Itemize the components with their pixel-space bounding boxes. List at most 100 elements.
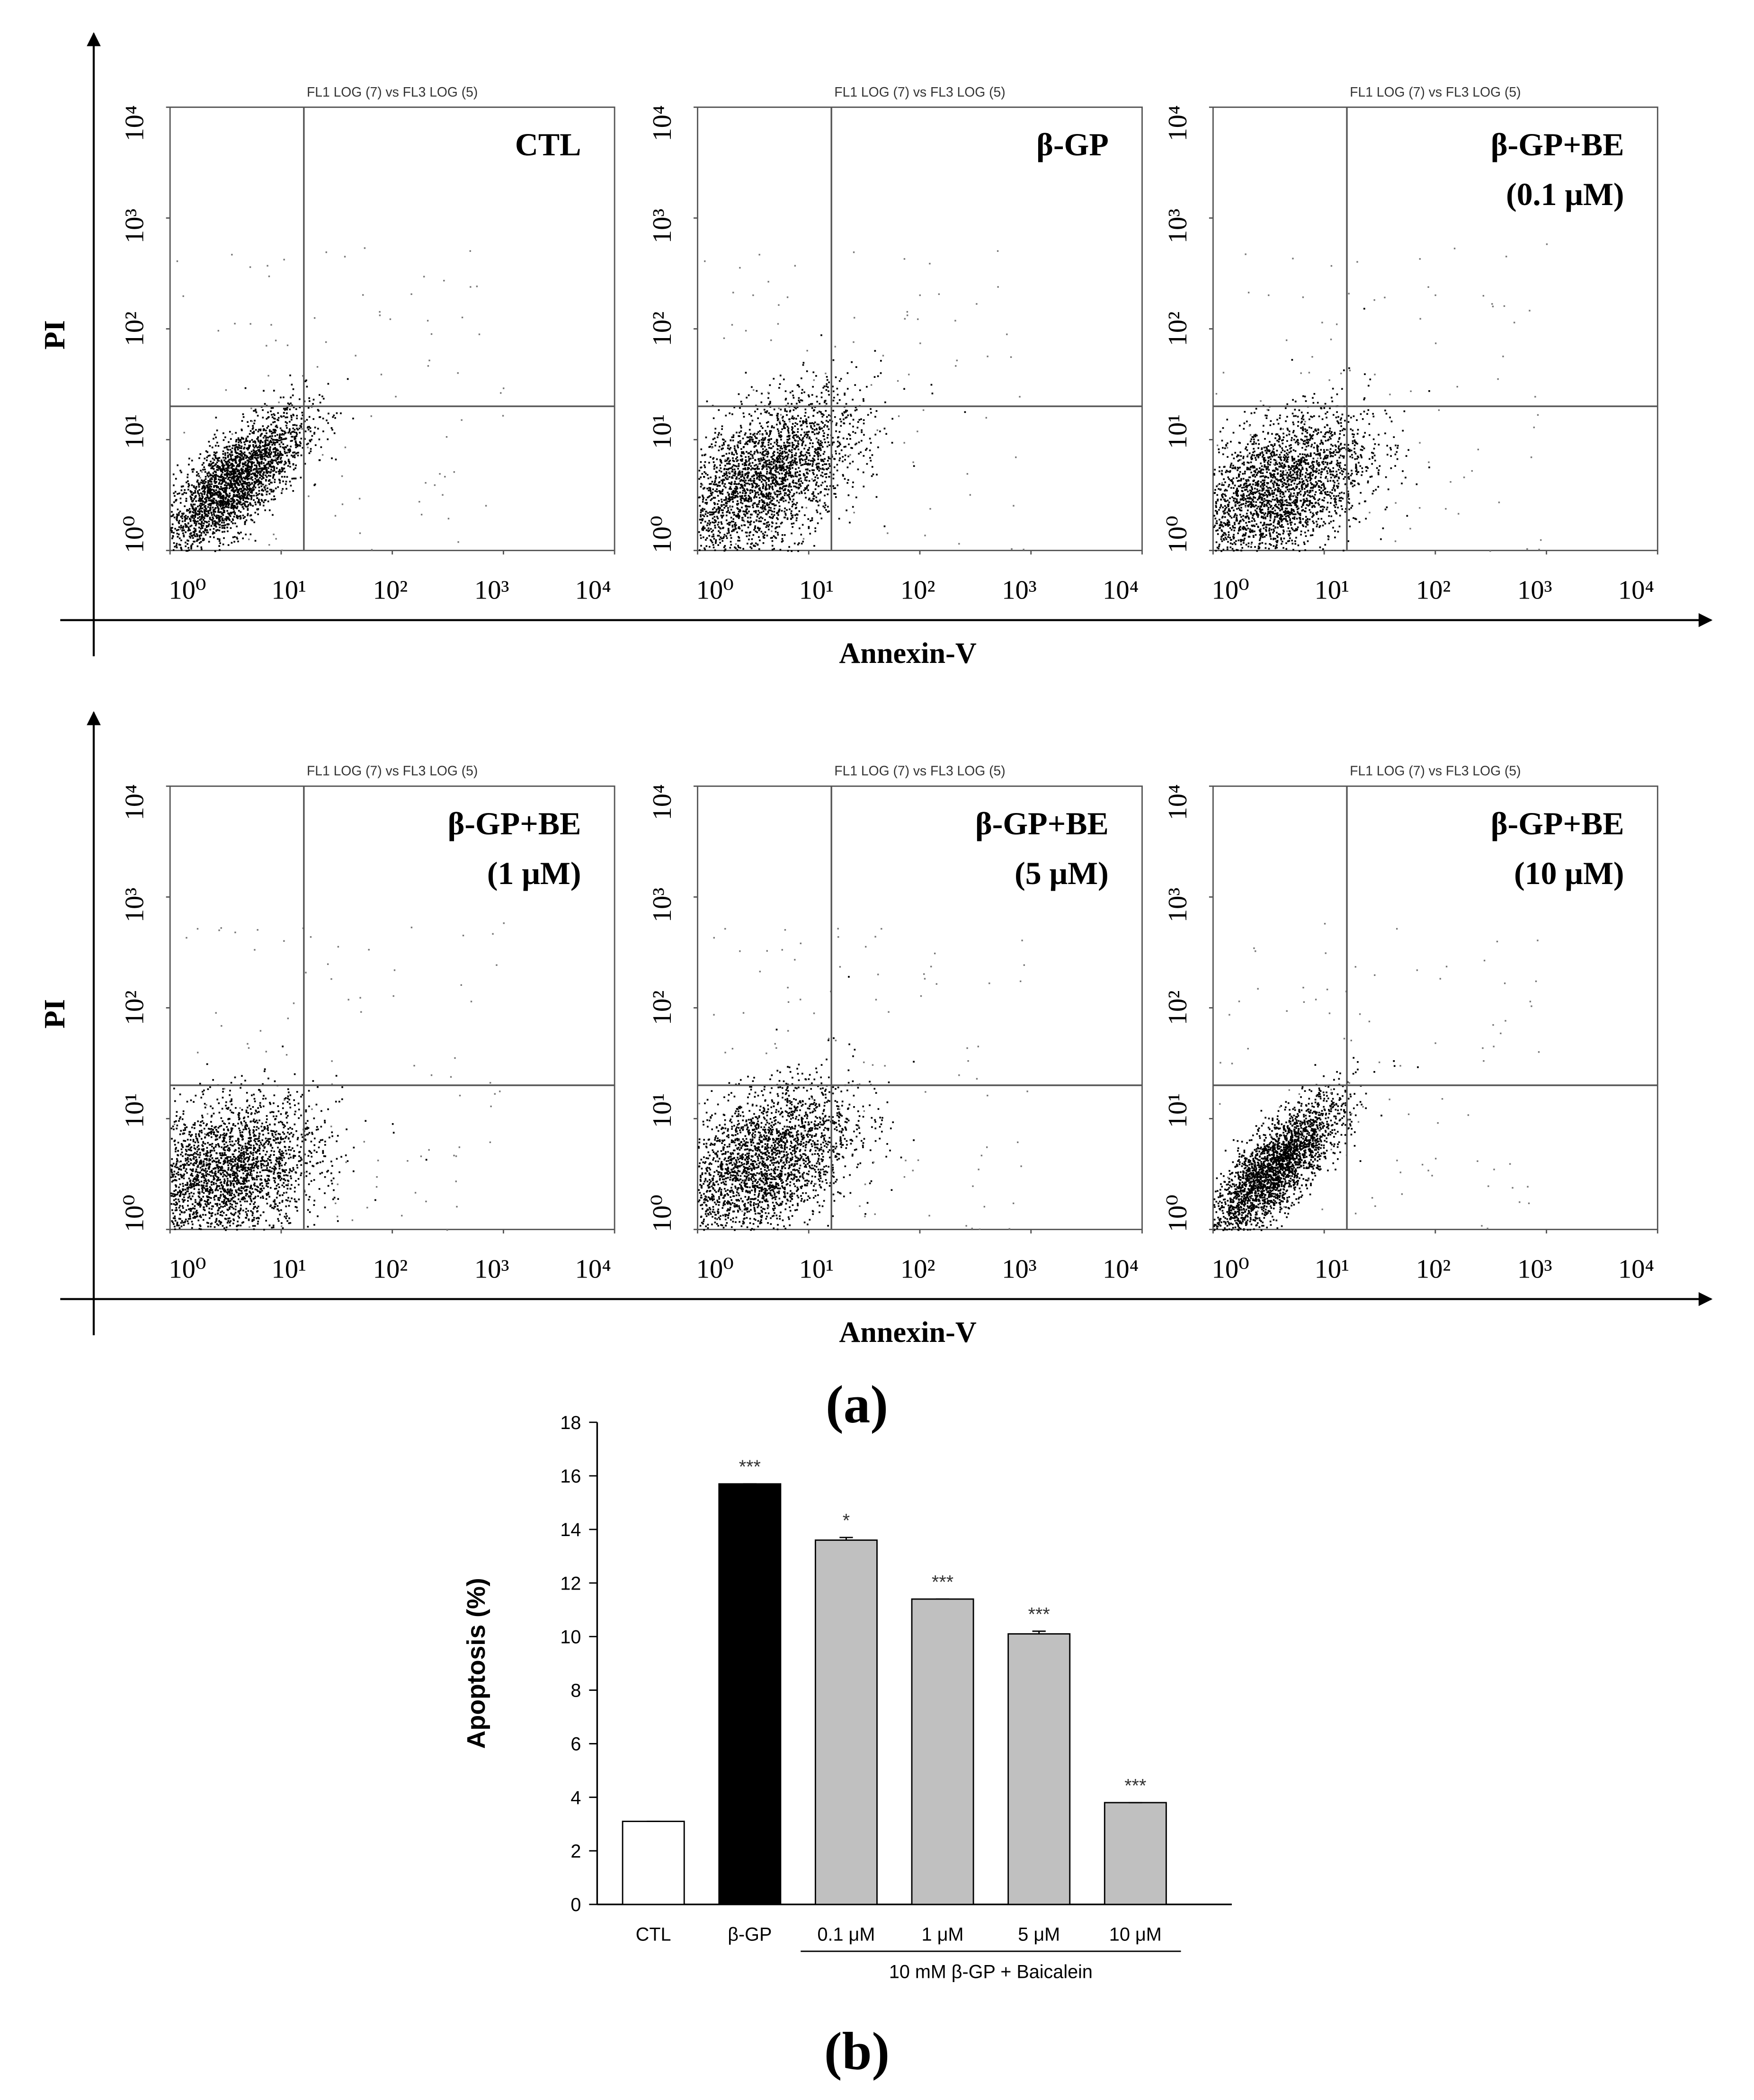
event-dot bbox=[269, 465, 272, 467]
event-dot bbox=[846, 372, 849, 374]
event-dot bbox=[760, 460, 762, 462]
event-dot bbox=[185, 524, 187, 527]
event-dot bbox=[238, 465, 240, 467]
event-dot bbox=[290, 440, 292, 442]
event-dot bbox=[794, 439, 796, 441]
event-dot bbox=[747, 520, 749, 522]
event-dot bbox=[779, 375, 782, 376]
event-dot bbox=[828, 414, 830, 416]
event-dot bbox=[286, 416, 288, 419]
event-dot bbox=[269, 448, 271, 450]
event-dot bbox=[828, 457, 830, 459]
event-dot bbox=[224, 506, 227, 508]
event-dot bbox=[751, 420, 754, 422]
event-dot bbox=[271, 414, 273, 416]
event-dot bbox=[708, 524, 711, 526]
event-dot bbox=[267, 461, 270, 463]
event-dot bbox=[770, 443, 772, 445]
event-dot bbox=[805, 433, 808, 436]
event-dot bbox=[222, 479, 224, 481]
event-dot bbox=[177, 536, 179, 538]
event-dot bbox=[782, 481, 784, 483]
event-dot bbox=[817, 468, 819, 470]
panel-title: FL1 LOG (7) vs FL3 LOG (5) bbox=[834, 84, 1005, 99]
event-dot bbox=[794, 482, 797, 484]
event-dot bbox=[764, 450, 766, 452]
event-dot bbox=[762, 464, 765, 466]
event-dot bbox=[775, 480, 777, 482]
event-dot bbox=[200, 492, 202, 494]
event-dot bbox=[229, 431, 231, 433]
event-dot bbox=[188, 464, 190, 465]
event-dot bbox=[313, 431, 316, 434]
event-dot bbox=[798, 510, 801, 512]
event-dot bbox=[799, 470, 801, 473]
event-dot bbox=[255, 492, 258, 494]
event-dot bbox=[846, 466, 849, 468]
event-dot bbox=[844, 478, 846, 480]
event-dot bbox=[249, 456, 251, 458]
event-dot bbox=[287, 465, 289, 467]
event-dot bbox=[788, 496, 790, 498]
event-dot bbox=[290, 402, 292, 404]
event-dot bbox=[257, 439, 259, 441]
event-dot bbox=[226, 467, 228, 470]
event-dot bbox=[295, 408, 297, 410]
event-dot bbox=[723, 455, 725, 457]
event-dot bbox=[207, 503, 210, 506]
event-dot bbox=[775, 467, 777, 469]
event-dot bbox=[281, 492, 283, 494]
event-dot bbox=[801, 428, 803, 430]
event-dot bbox=[210, 499, 212, 501]
event-dot bbox=[721, 448, 723, 450]
event-dot bbox=[246, 494, 249, 496]
event-dot bbox=[198, 536, 201, 538]
event-dot bbox=[281, 460, 283, 462]
event-dot bbox=[795, 439, 797, 442]
event-dot bbox=[207, 511, 210, 513]
event-dot bbox=[744, 510, 746, 513]
event-dot bbox=[790, 518, 792, 519]
event-dot bbox=[758, 527, 760, 529]
event-dot bbox=[427, 365, 429, 367]
event-dot bbox=[254, 451, 257, 453]
event-dot bbox=[206, 486, 208, 488]
panel-label: (a) bbox=[826, 1375, 888, 1434]
event-dot bbox=[710, 492, 712, 494]
event-dot bbox=[849, 463, 851, 465]
event-dot bbox=[768, 485, 771, 487]
event-dot bbox=[310, 430, 312, 432]
event-dot bbox=[255, 446, 257, 447]
event-dot bbox=[295, 435, 298, 437]
event-dot bbox=[737, 508, 739, 510]
event-dot bbox=[231, 447, 233, 449]
event-dot bbox=[445, 436, 448, 438]
event-dot bbox=[739, 498, 742, 500]
event-dot bbox=[192, 516, 194, 518]
event-dot bbox=[997, 286, 999, 288]
event-dot bbox=[249, 515, 251, 517]
event-dot bbox=[793, 406, 796, 409]
event-dot bbox=[254, 464, 256, 466]
event-dot bbox=[231, 484, 233, 486]
event-dot bbox=[291, 416, 293, 419]
event-dot bbox=[274, 414, 276, 416]
event-dot bbox=[736, 465, 738, 467]
event-dot bbox=[702, 529, 704, 531]
event-dot bbox=[229, 514, 231, 516]
event-dot bbox=[747, 483, 749, 484]
event-dot bbox=[753, 545, 755, 546]
event-dot bbox=[776, 482, 778, 484]
event-dot bbox=[781, 468, 783, 471]
event-dot bbox=[726, 460, 728, 462]
event-dot bbox=[807, 473, 809, 475]
event-dot bbox=[740, 455, 743, 457]
event-dot bbox=[261, 449, 263, 451]
event-dot bbox=[206, 490, 209, 492]
event-dot bbox=[706, 400, 708, 402]
event-dot bbox=[200, 498, 202, 500]
event-dot bbox=[808, 480, 810, 482]
event-dot bbox=[226, 463, 228, 465]
event-dot bbox=[205, 513, 206, 516]
event-dot bbox=[269, 464, 271, 466]
